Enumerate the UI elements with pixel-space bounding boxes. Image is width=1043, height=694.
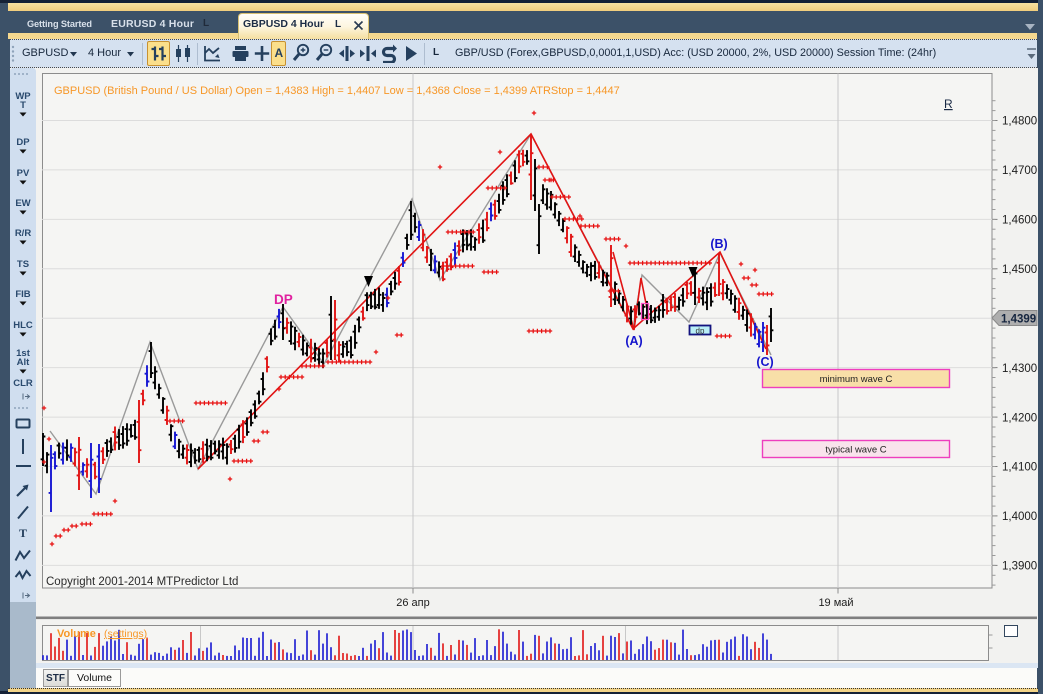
svg-text:DP: DP: [274, 292, 293, 307]
svg-text:Copyright 2001-2014 MTPredicto: Copyright 2001-2014 MTPredictor Ltd: [46, 576, 238, 588]
svg-text:1,4100: 1,4100: [1002, 462, 1037, 474]
svg-text:R: R: [944, 97, 953, 111]
svg-text:(settings): (settings): [104, 628, 147, 640]
svg-text:GBPUSD (British Pound / US Dol: GBPUSD (British Pound / US Dollar) Open …: [54, 85, 620, 97]
svg-text:1,4600: 1,4600: [1002, 215, 1037, 227]
svg-text:(B): (B): [710, 237, 727, 251]
svg-text:(C): (C): [756, 355, 773, 369]
svg-text:minimum wave C: minimum wave C: [820, 374, 893, 385]
svg-text:1,4800: 1,4800: [1002, 116, 1037, 128]
svg-text:19 май: 19 май: [818, 597, 853, 609]
svg-text:1,3900: 1,3900: [1002, 561, 1037, 573]
svg-text:Volume: Volume: [57, 628, 96, 640]
svg-text:1,4200: 1,4200: [1002, 412, 1037, 424]
svg-text:dp: dp: [696, 327, 705, 336]
svg-text:1,4300: 1,4300: [1002, 363, 1037, 375]
svg-text:1,4000: 1,4000: [1002, 511, 1037, 523]
svg-text:typical wave C: typical wave C: [825, 445, 886, 456]
svg-text:1,4500: 1,4500: [1002, 264, 1037, 276]
svg-text:1,4700: 1,4700: [1002, 165, 1037, 177]
svg-text:26 апр: 26 апр: [396, 597, 429, 609]
svg-text:(A): (A): [625, 334, 642, 348]
svg-text:1,4399: 1,4399: [1001, 314, 1036, 326]
